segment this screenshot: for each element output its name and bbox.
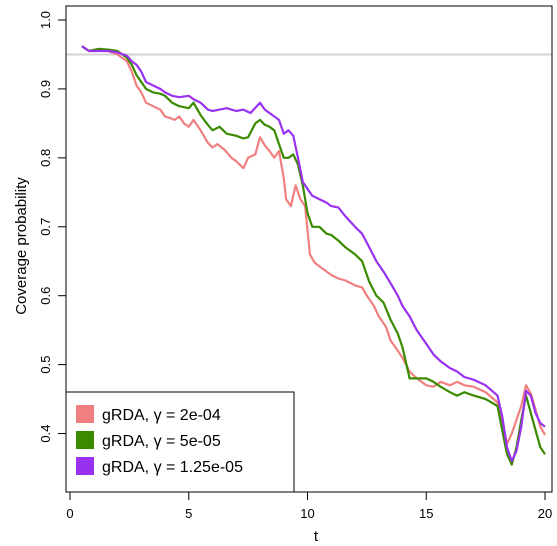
x-tick-label-5: 5 [185, 506, 192, 521]
x-tick-label-0: 0 [66, 506, 73, 521]
x-tick-label-20: 20 [538, 506, 552, 521]
y-tick-label-0.4: 0.4 [38, 424, 53, 442]
series-layer [81, 45, 546, 466]
y-axis-title: Coverage probability [13, 177, 30, 315]
y-tick-label-1.0: 1.0 [38, 11, 53, 29]
y-tick-label-0.6: 0.6 [38, 287, 53, 305]
series-line-2 [81, 45, 546, 466]
legend: gRDA, γ = 2e-04 gRDA, γ = 5e-05 gRDA, γ = … [65, 391, 295, 493]
series-line-3 [81, 45, 546, 463]
axes-layer: 0 5 10 15 20 0.4 0.5 0.6 0.7 0.8 0.9 1.0 [38, 5, 553, 521]
legend-swatch-3 [76, 457, 94, 475]
legend-label-2: gRDA, γ = 5e-05 [102, 433, 221, 450]
plot-frame [65, 5, 553, 493]
y-tick-label-0.5: 0.5 [38, 356, 53, 374]
x-tick-label-15: 15 [419, 506, 433, 521]
legend-swatch-1 [76, 405, 94, 423]
legend-box [65, 391, 295, 493]
legend-swatch-2 [76, 431, 94, 449]
legend-label-3: gRDA, γ = 1.25e-05 [102, 459, 243, 476]
series-line-1 [81, 45, 546, 445]
x-axis-title: t [314, 528, 319, 545]
x-tick-label-10: 10 [300, 506, 314, 521]
y-tick-label-0.8: 0.8 [38, 149, 53, 167]
y-tick-label-0.7: 0.7 [38, 218, 53, 236]
legend-label-1: gRDA, γ = 2e-04 [102, 407, 221, 424]
y-tick-label-0.9: 0.9 [38, 80, 53, 98]
